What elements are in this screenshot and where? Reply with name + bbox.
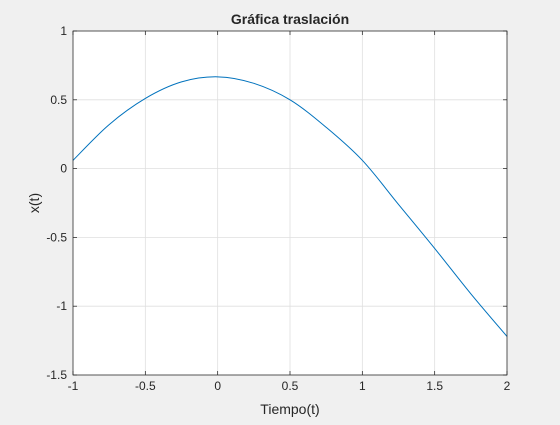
x-tick-label: 1.5: [426, 379, 443, 393]
y-axis-label: x(t): [26, 193, 42, 213]
y-tick-label: 1: [60, 24, 67, 38]
x-tick-label: -1: [68, 379, 79, 393]
x-tick-label: 0: [214, 379, 221, 393]
y-tick-label: -0.5: [46, 230, 67, 244]
y-tick-label: 0: [60, 162, 67, 176]
chart-title: Gráfica traslación: [231, 11, 349, 27]
y-tick-label: -1.5: [46, 368, 67, 382]
x-axis-label: Tiempo(t): [260, 401, 319, 417]
y-tick-label: -1: [56, 299, 67, 313]
x-tick-label: 2: [504, 379, 511, 393]
x-tick-label: 0.5: [282, 379, 299, 393]
x-tick-label: 1: [359, 379, 366, 393]
y-tick-label: 0.5: [50, 93, 67, 107]
x-tick-label: -0.5: [135, 379, 156, 393]
